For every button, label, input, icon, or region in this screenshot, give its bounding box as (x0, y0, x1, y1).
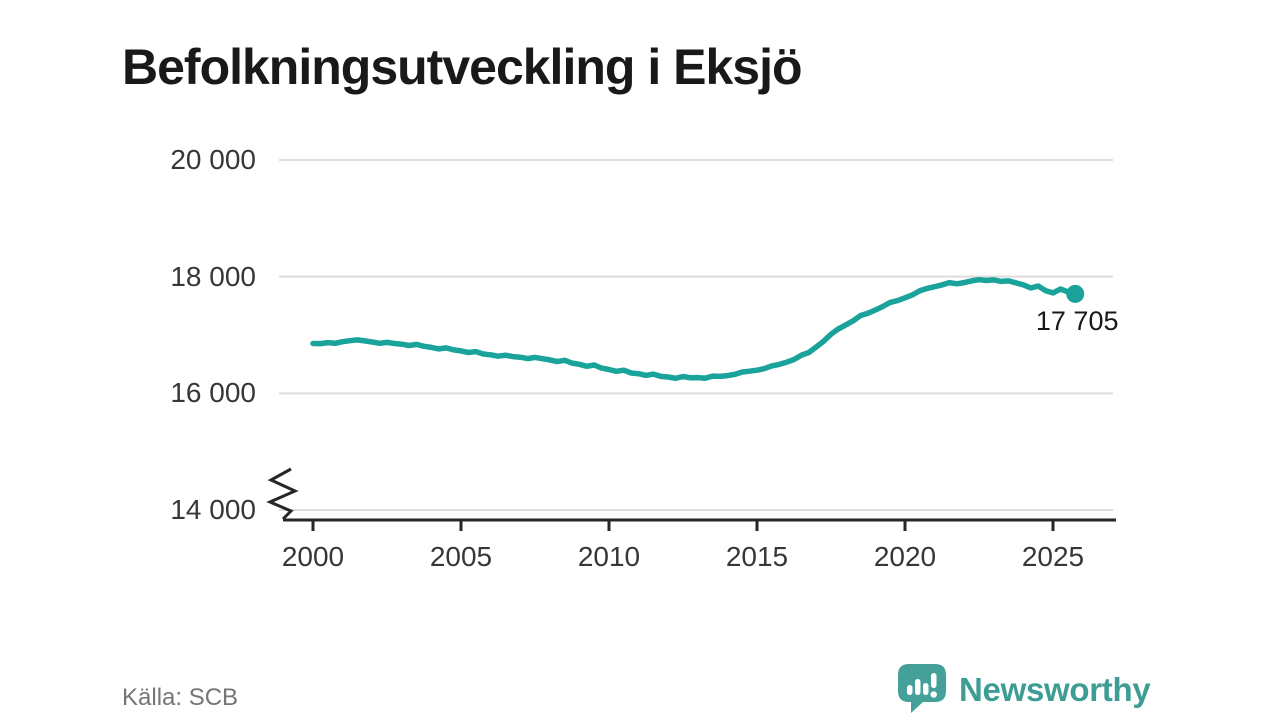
end-value-label: 17 705 (1035, 305, 1119, 336)
newsworthy-logo-icon (898, 664, 946, 713)
chart-title: Befolkningsutveckling i Eksjö (122, 38, 802, 95)
axis-break-icon (266, 467, 299, 521)
x-tick-label: 2025 (1021, 541, 1085, 572)
end-dot (1066, 284, 1085, 303)
population-line (310, 276, 1078, 382)
y-tick-label: 14 000 (170, 494, 256, 525)
y-tick-label: 18 000 (170, 260, 256, 292)
y-tick-label: 16 000 (170, 377, 256, 409)
x-tick-label: 2010 (577, 541, 641, 572)
y-tick-label: 20 000 (170, 144, 256, 175)
x-tick-label: 2005 (429, 541, 493, 572)
newsworthy-wordmark: Newsworthy (959, 671, 1151, 708)
x-tick-label: 2000 (281, 541, 345, 572)
x-tick-label: 2020 (873, 541, 937, 572)
source-label: Källa: SCB (122, 684, 239, 711)
x-tick-label: 2015 (725, 541, 789, 572)
